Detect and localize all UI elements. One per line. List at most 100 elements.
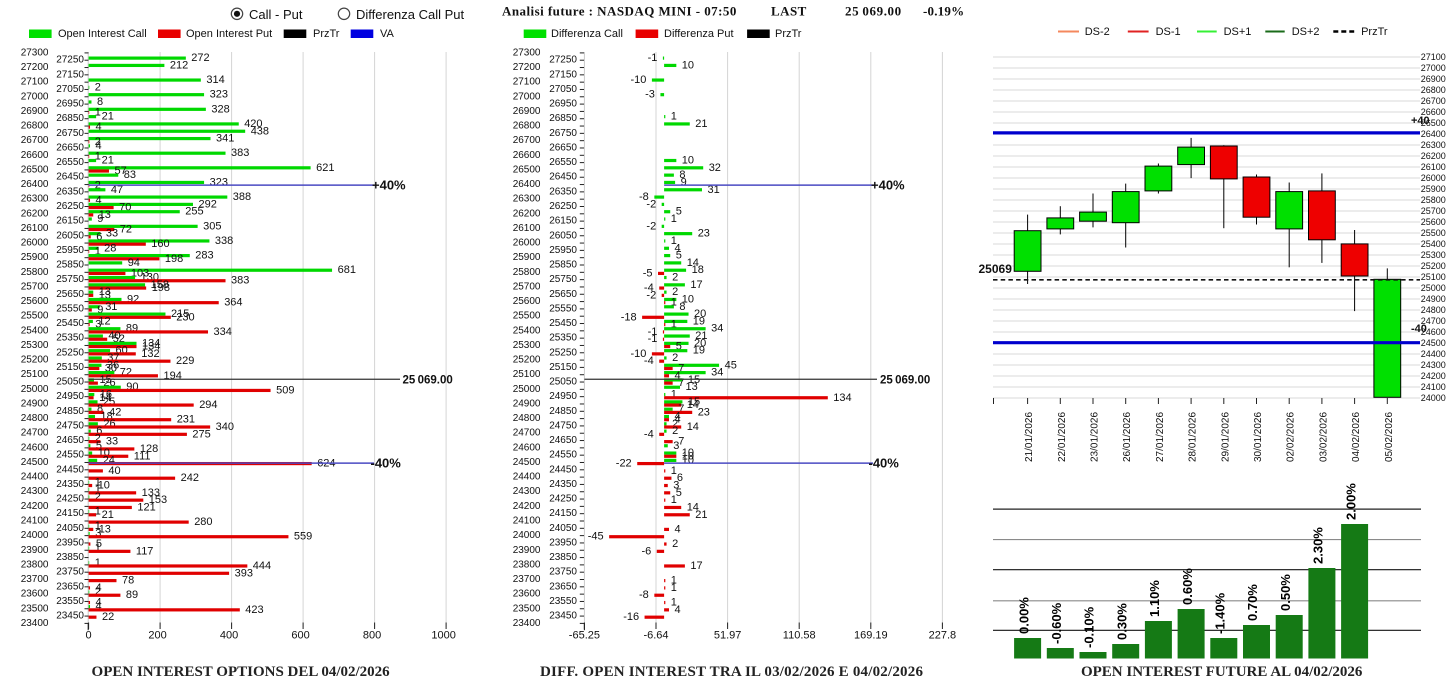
svg-text:94: 94	[128, 257, 140, 269]
svg-text:9: 9	[97, 213, 103, 225]
svg-text:25250: 25250	[549, 347, 577, 358]
svg-text:229: 229	[176, 355, 194, 367]
svg-text:24250: 24250	[549, 494, 577, 505]
svg-text:27150: 27150	[549, 69, 577, 80]
svg-text:-65.25: -65.25	[569, 630, 600, 642]
svg-text:198: 198	[152, 282, 170, 294]
svg-text:25750: 25750	[549, 274, 577, 285]
svg-text:34: 34	[711, 367, 723, 379]
svg-text:215: 215	[171, 308, 189, 320]
svg-text:26850: 26850	[549, 113, 577, 124]
svg-text:Open Interest Call: Open Interest Call	[58, 28, 147, 40]
svg-text:242: 242	[181, 472, 199, 484]
svg-text:23600: 23600	[513, 589, 541, 600]
svg-text:6: 6	[677, 472, 683, 484]
svg-text:1: 1	[671, 575, 677, 587]
svg-text:4: 4	[96, 140, 102, 152]
svg-text:PrzTr: PrzTr	[313, 28, 340, 40]
svg-text:21: 21	[102, 155, 114, 167]
svg-text:25250: 25250	[56, 347, 84, 358]
svg-text:26250: 26250	[549, 201, 577, 212]
svg-text:51.97: 51.97	[714, 630, 742, 642]
svg-text:31: 31	[105, 301, 117, 313]
svg-text:-5: -5	[643, 267, 653, 279]
svg-text:21: 21	[102, 111, 114, 123]
svg-text:14: 14	[687, 421, 699, 433]
svg-text:8: 8	[679, 169, 685, 181]
svg-text:25950: 25950	[56, 245, 84, 256]
svg-text:25400: 25400	[1421, 239, 1446, 249]
svg-text:24100: 24100	[1421, 382, 1446, 392]
svg-text:36: 36	[107, 359, 119, 371]
svg-text:26250: 26250	[56, 201, 84, 212]
svg-text:160: 160	[151, 238, 169, 250]
svg-text:132: 132	[141, 348, 159, 360]
svg-text:-22: -22	[616, 458, 632, 470]
svg-text:24150: 24150	[549, 508, 577, 519]
svg-text:1: 1	[95, 484, 101, 496]
svg-text:21: 21	[102, 509, 114, 521]
svg-text:Differenza Call Put: Differenza Call Put	[356, 7, 465, 22]
svg-text:25800: 25800	[1421, 195, 1446, 205]
svg-text:27/01/2026: 27/01/2026	[1155, 412, 1166, 462]
svg-text:338: 338	[215, 235, 233, 247]
svg-text:438: 438	[251, 125, 269, 137]
svg-text:27000: 27000	[21, 91, 49, 102]
svg-text:134: 134	[142, 341, 160, 353]
svg-text:133: 133	[142, 487, 160, 499]
svg-text:272: 272	[191, 52, 209, 64]
svg-text:1: 1	[95, 246, 101, 258]
svg-text:21/01/2026: 21/01/2026	[1024, 412, 1035, 462]
svg-text:0.30%: 0.30%	[1114, 603, 1129, 640]
svg-text:7: 7	[678, 436, 684, 448]
svg-text:27100: 27100	[513, 77, 541, 88]
svg-text:24650: 24650	[549, 435, 577, 446]
svg-text:-1: -1	[648, 333, 658, 345]
svg-text:4: 4	[675, 370, 681, 382]
svg-text:83: 83	[124, 169, 136, 181]
svg-text:25950: 25950	[549, 245, 577, 256]
svg-text:27300: 27300	[513, 47, 541, 58]
svg-text:800: 800	[363, 630, 381, 642]
svg-text:DS+1: DS+1	[1224, 26, 1252, 38]
svg-text:26950: 26950	[56, 99, 84, 110]
svg-text:17: 17	[690, 279, 702, 291]
svg-text:10: 10	[682, 59, 694, 71]
svg-text:+40: +40	[1411, 115, 1430, 127]
svg-text:3: 3	[673, 480, 679, 492]
svg-text:24400: 24400	[21, 472, 49, 483]
svg-text:24000: 24000	[21, 530, 49, 541]
svg-text:23700: 23700	[513, 574, 541, 585]
svg-text:231: 231	[177, 414, 195, 426]
svg-text:8: 8	[97, 403, 103, 415]
svg-text:7: 7	[678, 403, 684, 415]
svg-text:25900: 25900	[1421, 184, 1446, 194]
svg-text:DS-2: DS-2	[1085, 26, 1110, 38]
svg-text:1: 1	[671, 582, 677, 594]
svg-text:04/02/2026: 04/02/2026	[1351, 412, 1362, 462]
svg-text:6: 6	[96, 425, 102, 437]
svg-text:23700: 23700	[21, 574, 49, 585]
svg-text:23900: 23900	[513, 545, 541, 556]
svg-text:26200: 26200	[1421, 151, 1446, 161]
svg-text:323: 323	[210, 89, 228, 101]
svg-text:-1.40%: -1.40%	[1213, 592, 1228, 634]
svg-text:23650: 23650	[549, 581, 577, 592]
svg-text:24550: 24550	[549, 450, 577, 461]
svg-text:2.30%: 2.30%	[1311, 527, 1326, 564]
svg-text:1: 1	[95, 542, 101, 554]
svg-text:2: 2	[672, 272, 678, 284]
svg-text:198: 198	[165, 253, 183, 265]
svg-text:26700: 26700	[513, 135, 541, 146]
svg-text:23650: 23650	[56, 581, 84, 592]
svg-text:1: 1	[671, 213, 677, 225]
svg-text:25350: 25350	[549, 333, 577, 344]
svg-text:27250: 27250	[56, 55, 84, 66]
svg-text:1: 1	[671, 111, 677, 123]
svg-text:-10: -10	[630, 348, 646, 360]
svg-text:25500: 25500	[21, 311, 49, 322]
svg-text:23600: 23600	[21, 589, 49, 600]
svg-text:7: 7	[678, 363, 684, 375]
svg-text:30/01/2026: 30/01/2026	[1253, 412, 1264, 462]
svg-text:-1: -1	[648, 326, 658, 338]
